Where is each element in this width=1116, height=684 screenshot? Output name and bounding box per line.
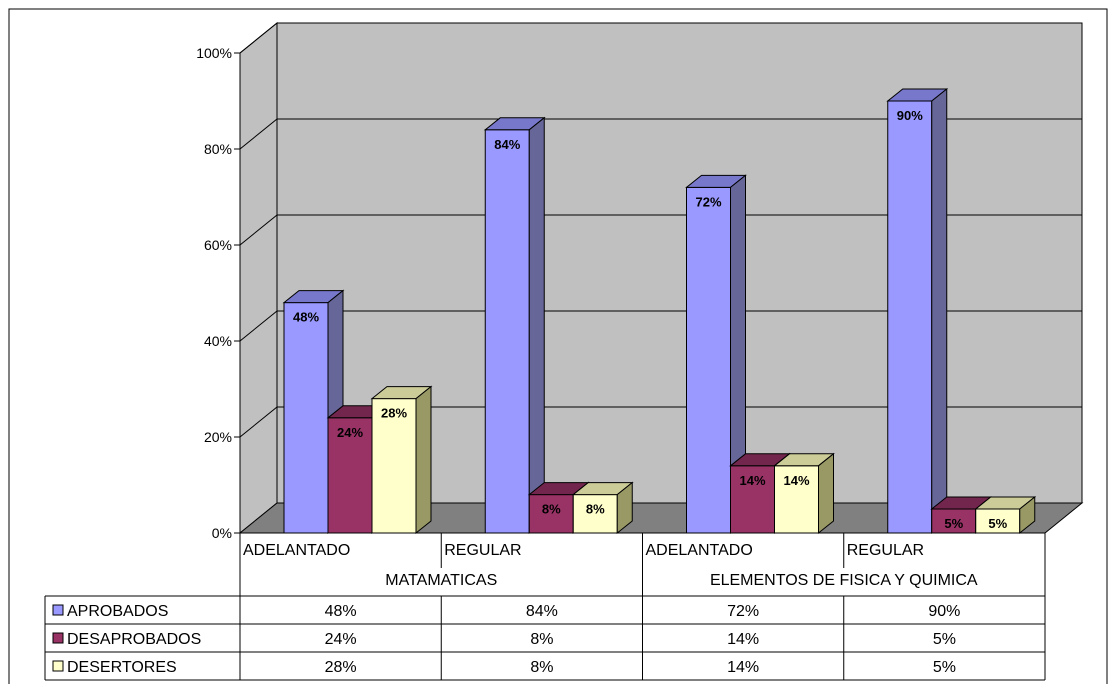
gridline-side bbox=[239, 406, 278, 438]
y-tick-label: 100% bbox=[196, 45, 232, 61]
data-label: 28% bbox=[381, 406, 407, 421]
data-label: 8% bbox=[586, 502, 605, 517]
table-value: 72% bbox=[727, 603, 759, 620]
bar-side bbox=[415, 385, 432, 535]
legend-swatch bbox=[52, 660, 64, 672]
table-value: 24% bbox=[325, 631, 357, 648]
y-tick-label: 60% bbox=[204, 237, 232, 253]
bar-desaprobados bbox=[730, 465, 775, 534]
gridline-side bbox=[239, 214, 278, 246]
table-value: 84% bbox=[526, 603, 558, 620]
x-category-label: ADELANTADO bbox=[243, 542, 350, 559]
y-tick-label: 40% bbox=[204, 333, 232, 349]
side-wall bbox=[239, 21, 278, 535]
bar-side bbox=[818, 452, 834, 535]
x-category-label: REGULAR bbox=[444, 542, 521, 559]
legend-swatch bbox=[52, 604, 64, 616]
x-category-label: REGULAR bbox=[847, 542, 924, 559]
legend-swatch bbox=[52, 632, 64, 644]
bar-side bbox=[931, 87, 948, 535]
bar-aprobados bbox=[686, 186, 731, 534]
data-label: 24% bbox=[337, 425, 363, 440]
x-category-label: ADELANTADO bbox=[646, 542, 753, 559]
legend-label: APROBADOS bbox=[67, 603, 168, 620]
table-value: 90% bbox=[928, 603, 960, 620]
data-label: 72% bbox=[695, 194, 721, 209]
data-label: 5% bbox=[988, 516, 1007, 531]
y-tick-label: 80% bbox=[204, 141, 232, 157]
table-value: 8% bbox=[530, 659, 553, 676]
table-value: 5% bbox=[933, 631, 956, 648]
bar-side bbox=[528, 116, 545, 535]
bar-desaprobados bbox=[931, 508, 977, 534]
bar-aprobados bbox=[484, 129, 530, 534]
bar-aprobados bbox=[887, 100, 933, 534]
legend-label: DESERTORES bbox=[67, 659, 177, 676]
bar-desaprobados bbox=[528, 494, 574, 534]
data-label: 14% bbox=[783, 473, 809, 488]
bar-side bbox=[1019, 495, 1036, 535]
table-value: 8% bbox=[530, 631, 553, 648]
data-label: 5% bbox=[944, 516, 963, 531]
bar-side bbox=[616, 481, 633, 535]
gridline-side bbox=[239, 310, 278, 342]
y-tick-label: 0% bbox=[212, 525, 232, 541]
table-value: 5% bbox=[933, 659, 956, 676]
legend-label: DESAPROBADOS bbox=[67, 631, 201, 648]
gridline-side bbox=[239, 118, 278, 150]
data-label: 84% bbox=[494, 137, 520, 152]
data-label: 90% bbox=[897, 108, 923, 123]
table-value: 14% bbox=[727, 659, 759, 676]
table-value: 48% bbox=[325, 603, 357, 620]
data-label: 14% bbox=[739, 473, 765, 488]
gridline-side bbox=[239, 22, 278, 54]
data-label: 48% bbox=[293, 310, 319, 325]
data-label: 8% bbox=[542, 502, 561, 517]
table-value: 14% bbox=[727, 631, 759, 648]
bar-aprobados bbox=[283, 302, 329, 534]
bar-desaprobados bbox=[327, 417, 373, 534]
x-group-label: ELEMENTOS DE FISICA Y QUIMICA bbox=[710, 572, 978, 589]
x-group-label: MATAMATICAS bbox=[385, 572, 497, 589]
table-value: 28% bbox=[325, 659, 357, 676]
y-tick-label: 20% bbox=[204, 429, 232, 445]
